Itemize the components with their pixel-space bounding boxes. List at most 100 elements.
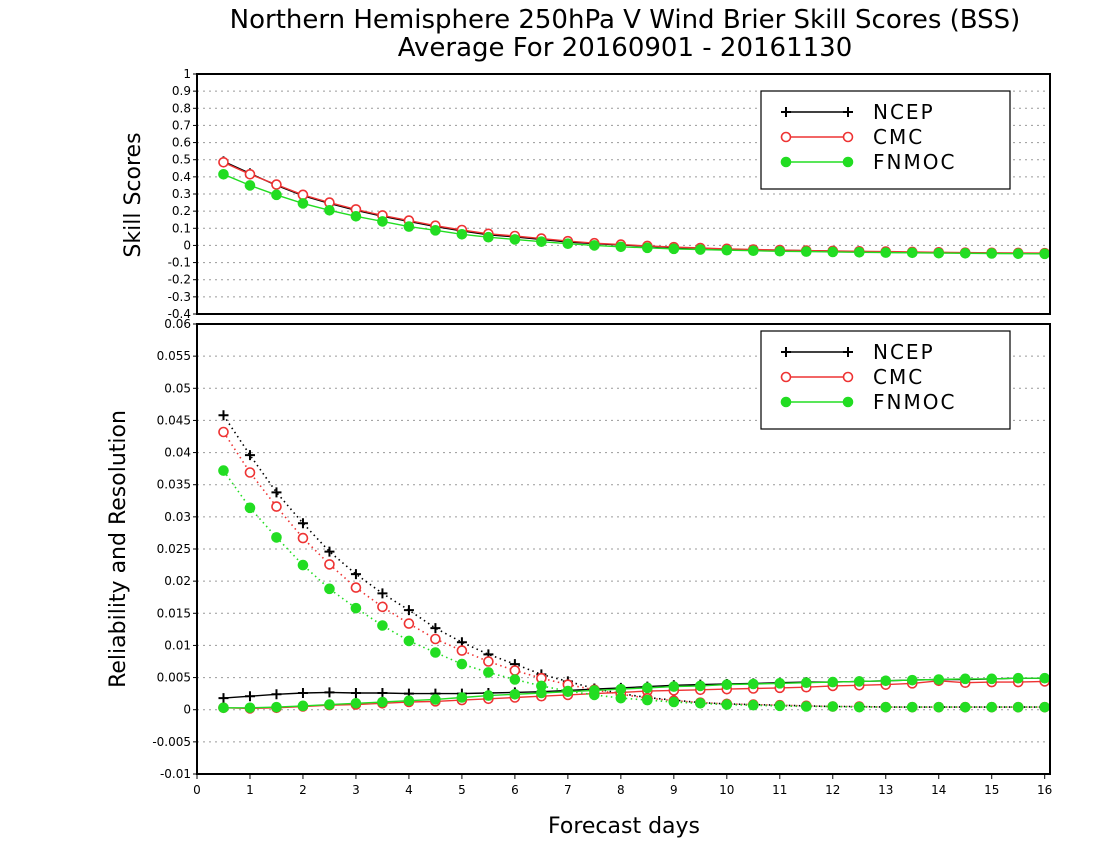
data-point [853,676,865,687]
data-point [297,532,309,544]
data-point [695,680,706,692]
data-point [403,605,414,616]
legend-marker [842,371,854,383]
series-line [222,470,1045,708]
data-point [350,582,362,593]
data-point [615,692,627,704]
reliability-resolution-panel: -0.01 -0.005 0 0.005 0.01 0.015 0.02 0.025 0.03 0… [152,317,1052,797]
data-point [377,620,388,631]
data-point [430,623,441,634]
legend-label: FNMOC [873,390,956,414]
data-point [642,694,653,706]
data-point [324,583,335,595]
series-fnmoc-dotted [218,465,1051,713]
data-point [297,518,308,529]
data-point [827,701,839,712]
chart-title-line2: Average For 20160901 - 20161130 [398,33,853,63]
data-point [350,697,362,709]
data-point [536,680,547,692]
legend-marker [843,347,853,357]
x-tick-label: 7 [564,783,572,797]
data-point [906,247,918,259]
y-tick-label: 0.025 [157,542,191,556]
data-point [297,559,309,571]
bottom-y-axis-label: Reliability and Resolution [106,410,131,688]
data-point [244,702,256,714]
y-tick-label: 1 [183,67,191,81]
data-point [1039,672,1051,684]
data-point [642,242,653,254]
legend-box [760,90,1011,190]
data-point [218,168,229,180]
y-tick-label: 0 [183,238,191,252]
data-point [748,699,759,711]
data-point [456,658,468,670]
data-point [827,676,839,688]
data-point [668,243,680,255]
data-point [562,238,574,250]
data-point [324,546,335,557]
y-tick-label: 0.3 [172,187,191,201]
series-line [222,414,1045,708]
data-point [880,701,892,713]
y-tick-label: 0.7 [172,118,191,132]
x-tick-label: 1 [246,783,254,797]
legend-marker [843,107,853,117]
series-fnmoc-solid [218,168,1051,260]
data-point [377,601,388,613]
data-point [244,168,256,180]
legend-marker [780,396,792,408]
data-point [377,696,388,708]
legend-item-fnmoc: FNMOC [780,390,956,414]
data-point [695,244,706,255]
data-point [748,678,759,690]
x-axis-label: Forecast days [548,814,700,839]
data-point [324,559,335,570]
data-point [906,674,918,686]
data-point [218,465,229,476]
data-point [800,677,812,689]
top-y-tick-labels: -0.4 -0.3 -0.2 -0.1 0 0.1 0.2 0.3 0.4 0.5 0.6 0.7 0.… [168,67,197,321]
data-point [271,501,282,512]
data-point [218,693,229,704]
data-point [721,244,733,256]
x-tick-label: 4 [405,783,413,797]
data-point [297,688,308,698]
legend-item-cmc: CMC [780,365,924,389]
bottom-plot-frame [196,323,1051,775]
data-point [324,699,335,710]
legend-label: CMC [873,365,924,389]
legend-box [760,330,1011,430]
y-tick-label: 0.02 [164,574,191,588]
legend-item-cmc: CMC [780,125,924,149]
top-y-axis-label: Skill Scores [121,132,146,257]
x-tick-label: 12 [825,783,840,797]
legend-item-ncep: NCEP [781,340,933,364]
data-point [509,688,521,700]
data-point [218,426,229,438]
data-point [271,179,282,190]
legend-marker [842,131,854,143]
data-point [668,681,680,692]
data-point [721,679,733,690]
data-point [1039,248,1051,260]
data-point [1012,701,1024,713]
y-tick-label: -0.3 [168,290,191,304]
data-point [509,234,521,245]
legend-label: CMC [873,125,924,149]
bottom-gridlines [197,355,1050,743]
data-point [880,675,892,687]
data-point [509,674,521,685]
x-tick-labels: 0 1 2 3 4 5 6 7 8 9 10 11 12 13 14 15 16 [193,774,1052,797]
data-point [430,633,441,645]
data-point [218,156,229,168]
data-point [297,198,309,209]
legend-item-ncep: NCEP [781,100,933,124]
data-point [906,701,918,713]
data-point [483,690,494,701]
data-point [800,246,812,257]
y-tick-label: -0.4 [168,307,191,321]
y-tick-label: 0.03 [164,510,191,524]
data-point [244,502,256,514]
